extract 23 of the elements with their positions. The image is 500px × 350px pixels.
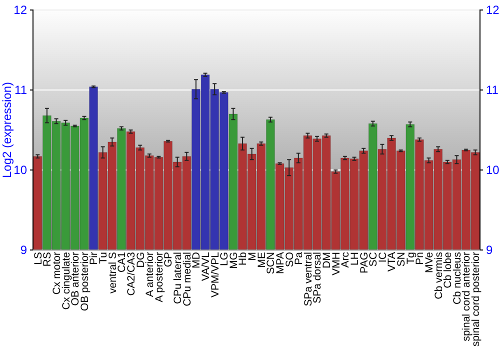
y-tick-label: 11 <box>14 82 28 97</box>
x-tick-label: LS <box>32 252 44 265</box>
x-tick-label: VTA <box>386 252 398 272</box>
x-tick-label: spinal cord anterior <box>460 251 473 342</box>
y2-tick-label: 9 <box>486 242 493 257</box>
x-tick-label: CPu medial <box>181 252 194 306</box>
x-tick-label: Hb <box>237 252 250 266</box>
x-tick-label: DG <box>134 252 147 268</box>
x-tick-label: SPa dorsal <box>312 252 324 304</box>
x-tick-label: VPM/VPL <box>209 252 222 298</box>
y2-tick-label: 11 <box>486 82 499 97</box>
x-tick-label: Pir <box>88 252 100 265</box>
y-axis-title: Log2 (expression) <box>0 82 14 178</box>
y-tick-label: 12 <box>14 2 28 17</box>
y-tick-label: 10 <box>14 162 28 177</box>
y2-tick-label: 10 <box>486 162 500 177</box>
y2-tick-label: 12 <box>486 2 500 17</box>
x-tick-label: SO <box>284 252 296 268</box>
x-tick-label: spinal cord posterior <box>470 251 482 347</box>
x-tick-label: GP <box>162 252 175 268</box>
y-tick-label: 9 <box>20 242 28 257</box>
x-tick-label: PAG <box>358 252 370 274</box>
x-tick-label: Cx cingulate <box>60 252 72 310</box>
